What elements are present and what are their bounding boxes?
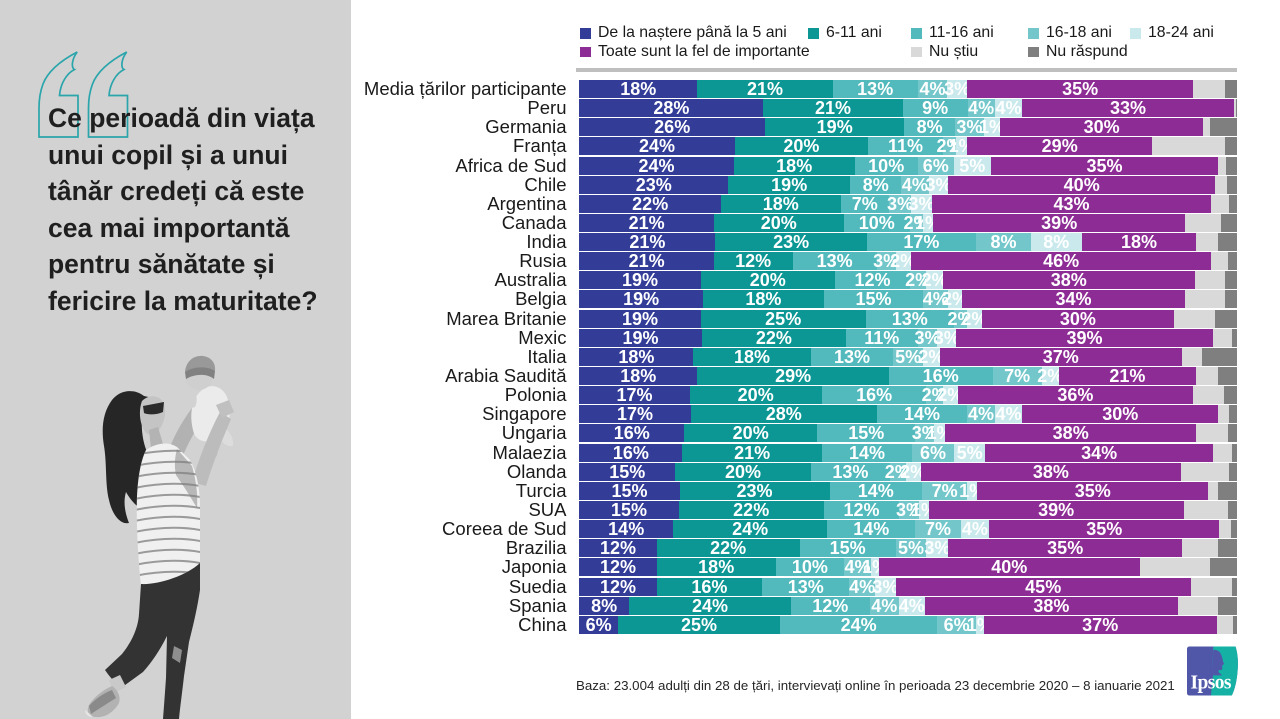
- svg-text:Ipsos: Ipsos: [1191, 673, 1232, 694]
